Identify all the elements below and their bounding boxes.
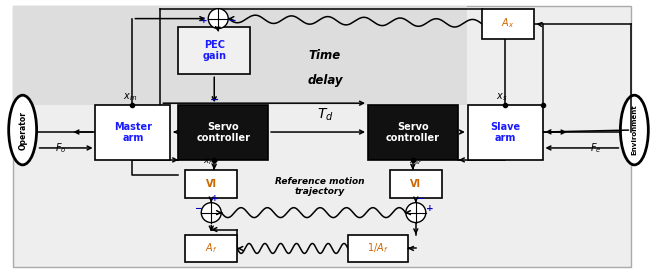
Text: +: +: [426, 204, 434, 213]
Text: Master
arm: Master arm: [114, 122, 152, 143]
FancyBboxPatch shape: [178, 26, 250, 74]
FancyBboxPatch shape: [12, 6, 466, 105]
Text: −: −: [194, 204, 201, 213]
Text: Servo
controller: Servo controller: [386, 122, 440, 143]
FancyBboxPatch shape: [468, 105, 543, 160]
FancyBboxPatch shape: [390, 170, 442, 198]
Text: Servo
controller: Servo controller: [196, 122, 250, 143]
Text: Slave
arm: Slave arm: [490, 122, 520, 143]
Text: Environment: Environment: [631, 105, 637, 155]
Ellipse shape: [9, 95, 37, 165]
FancyBboxPatch shape: [178, 105, 268, 160]
Text: delay: delay: [307, 74, 343, 87]
Text: $F_e$: $F_e$: [590, 141, 601, 155]
FancyBboxPatch shape: [368, 105, 458, 160]
Text: −: −: [416, 194, 424, 203]
Text: $A_f$: $A_f$: [205, 242, 217, 255]
Ellipse shape: [620, 95, 648, 165]
Ellipse shape: [406, 203, 426, 222]
Text: $F_o$: $F_o$: [55, 141, 66, 155]
Ellipse shape: [201, 203, 221, 222]
Text: Operator: Operator: [18, 111, 27, 150]
FancyBboxPatch shape: [12, 6, 631, 267]
FancyBboxPatch shape: [185, 170, 237, 198]
Text: $x_{sr}$: $x_{sr}$: [409, 156, 422, 167]
FancyBboxPatch shape: [482, 9, 533, 39]
FancyBboxPatch shape: [348, 235, 408, 262]
Text: $x_{mr}$: $x_{mr}$: [203, 156, 219, 167]
Text: −: −: [210, 95, 219, 105]
FancyBboxPatch shape: [185, 235, 237, 262]
Text: $1/A_f$: $1/A_f$: [367, 242, 388, 255]
Text: VI: VI: [206, 179, 217, 189]
Text: Reference motion
trajectory: Reference motion trajectory: [275, 177, 365, 197]
Text: VI: VI: [411, 179, 421, 189]
Text: PEC
gain: PEC gain: [202, 40, 226, 61]
Text: $A_x$: $A_x$: [501, 17, 514, 30]
Text: $x_m$: $x_m$: [124, 91, 137, 103]
Text: +: +: [200, 16, 208, 25]
Text: $x_s$: $x_s$: [496, 91, 507, 103]
Text: $T_d$: $T_d$: [317, 107, 333, 123]
Text: +: +: [212, 194, 219, 203]
Ellipse shape: [208, 9, 228, 28]
Text: −: −: [229, 16, 236, 25]
Text: Time: Time: [309, 49, 341, 62]
FancyBboxPatch shape: [95, 105, 170, 160]
